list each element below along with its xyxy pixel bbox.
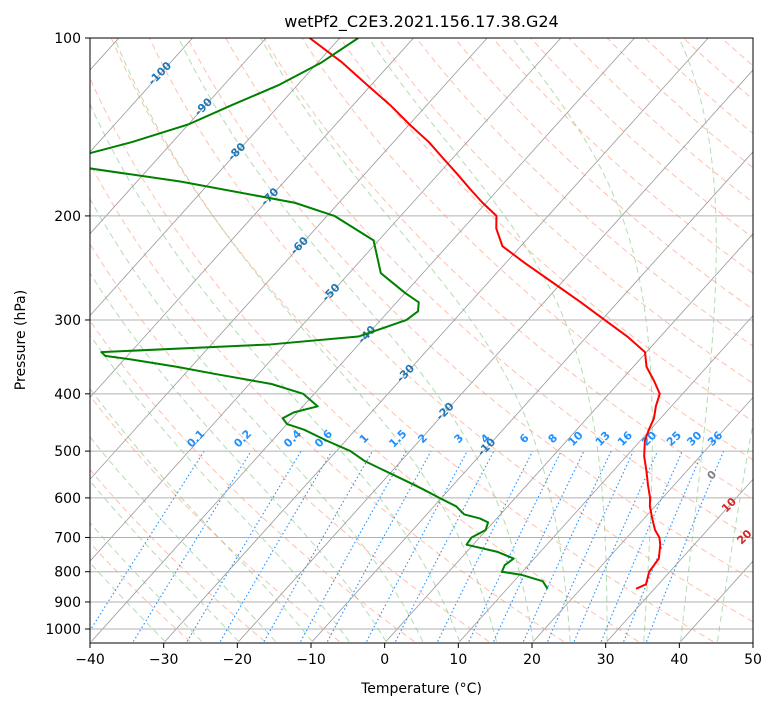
moist-adiabat-line <box>512 38 653 642</box>
moist-adiabat-line <box>90 103 461 642</box>
mixing-ratio-line <box>300 450 407 642</box>
y-tick-label: 500 <box>54 444 81 460</box>
y-tick-label: 400 <box>54 387 81 403</box>
isotherm-line <box>459 314 753 642</box>
isotherm-line <box>385 233 753 642</box>
moist-adiabat-line <box>178 38 534 642</box>
isotherm-line <box>90 38 341 317</box>
mixing-ratio-line <box>600 450 683 642</box>
moist-adiabat-label: 20 <box>734 527 754 547</box>
moist-adiabat-line <box>260 38 571 642</box>
moist-adiabat-line <box>368 38 608 642</box>
moist-adiabat-line <box>678 38 717 642</box>
x-tick-label: 30 <box>597 652 615 668</box>
x-tick-label: 40 <box>670 652 688 668</box>
moist-adiabat-line <box>717 420 753 642</box>
dry-adiabat-line <box>90 542 191 642</box>
isotherm-line <box>90 38 562 562</box>
plot-frame <box>89 37 754 644</box>
dry-adiabat-line <box>90 243 490 642</box>
dry-adiabat-line <box>90 468 266 642</box>
x-tick-label: −30 <box>149 652 179 668</box>
isotherm-line <box>90 38 414 399</box>
y-tick-label: 600 <box>54 491 81 507</box>
mixing-ratio-line <box>395 450 495 642</box>
mixing-ratio-line <box>263 450 374 642</box>
dry-adiabat-line <box>148 38 753 623</box>
x-tick-label: −40 <box>75 652 105 668</box>
dry-adiabat-line <box>415 38 753 347</box>
x-tick-label: 10 <box>449 652 467 668</box>
y-tick-label: 200 <box>54 209 81 225</box>
y-tick-label: 1000 <box>45 622 81 638</box>
isotherm-line <box>312 151 753 642</box>
moist-adiabat-line <box>90 334 350 642</box>
isotherm-line <box>91 38 635 642</box>
isotherm-line <box>606 478 753 642</box>
isotherm-line <box>90 38 488 480</box>
mixing-ratio-line <box>326 450 432 642</box>
dry-adiabat-line <box>454 38 753 311</box>
mixing-ratio-line <box>522 450 612 642</box>
moist-adiabat-line <box>90 480 240 642</box>
isotherm-line <box>90 38 193 153</box>
x-axis-ticks: −40 −30 −20 −10 0 10 20 30 40 50 <box>75 643 762 668</box>
mixing-ratio-line <box>90 450 205 632</box>
y-axis-title: Pressure (hPa) <box>13 290 29 390</box>
y-tick-label: 300 <box>54 313 81 329</box>
sounding-series <box>90 38 662 590</box>
x-tick-label: 0 <box>380 652 389 668</box>
x-tick-label: −10 <box>296 652 326 668</box>
mixing-ratio-line <box>437 450 534 642</box>
y-tick-label: 700 <box>54 530 81 546</box>
isotherm-line <box>164 38 709 642</box>
x-tick-label: 50 <box>744 652 762 668</box>
mixing-ratio-line <box>547 450 634 642</box>
mixing-ratio-line <box>573 450 659 642</box>
temperature-profile <box>309 38 662 590</box>
dry-adiabat-line <box>377 38 753 384</box>
dry-adiabat-line <box>110 38 714 642</box>
moist-adiabat-label: 30 <box>751 558 771 578</box>
y-tick-label: 100 <box>54 31 81 47</box>
y-tick-label: 800 <box>54 565 81 581</box>
chart-title: wetPf2_C2E3.2021.156.17.38.G24 <box>284 12 558 32</box>
moist-adiabat-line <box>114 38 497 642</box>
x-tick-label: 20 <box>523 652 541 668</box>
isotherms <box>90 38 753 642</box>
dewpoint-profile <box>90 38 549 590</box>
dry-adiabat-line <box>90 394 340 642</box>
isotherm-line <box>533 396 753 642</box>
pressure-gridlines <box>90 38 753 630</box>
isotherm-line <box>90 38 267 235</box>
x-axis-title: Temperature (°C) <box>360 681 482 697</box>
x-tick-label: −20 <box>223 652 253 668</box>
mixing-ratio-line <box>645 450 725 642</box>
moist-adiabat-line <box>90 436 276 642</box>
y-axis-ticks: 100 200 300 400 500 600 700 800 900 1000 <box>45 31 90 638</box>
dry-adiabat-line <box>90 162 564 642</box>
isotherm-line <box>238 69 753 642</box>
y-tick-label: 900 <box>54 595 81 611</box>
